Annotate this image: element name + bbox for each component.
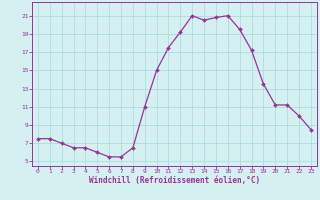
X-axis label: Windchill (Refroidissement éolien,°C): Windchill (Refroidissement éolien,°C): [89, 176, 260, 185]
